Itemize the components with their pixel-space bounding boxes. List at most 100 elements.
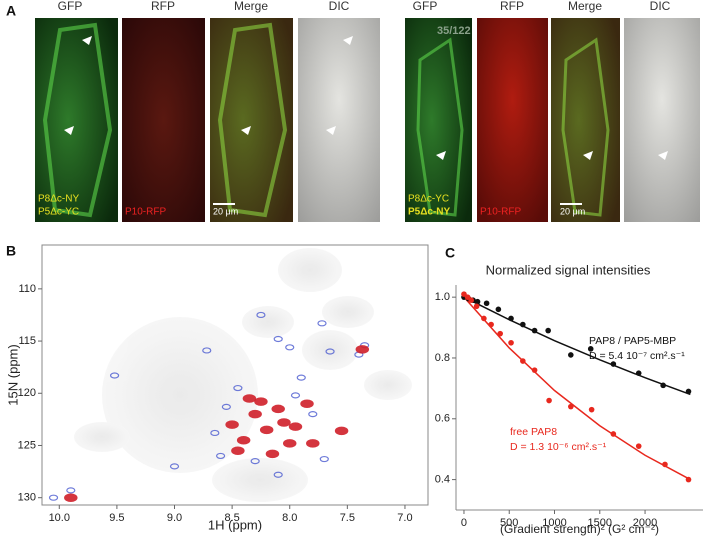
nmr-background <box>74 248 412 502</box>
fit-line <box>463 296 691 481</box>
data-point <box>635 370 642 376</box>
x-axis-label: 1H (ppm) <box>208 517 262 532</box>
peak <box>277 418 291 427</box>
column-header: Merge <box>568 0 602 13</box>
peak <box>325 348 335 355</box>
construct-label: P5Δc-YC <box>38 207 79 218</box>
peak <box>296 374 306 381</box>
y-tick-label: 0.6 <box>435 413 450 425</box>
y-tick-label: 130 <box>18 492 36 504</box>
x-tick-label: 0 <box>461 517 467 529</box>
peak <box>265 449 280 459</box>
cell-outline <box>42 22 113 218</box>
construct-label: P8Δc-NY <box>38 194 79 205</box>
column-header: DIC <box>650 0 671 13</box>
peak <box>355 345 370 354</box>
construct-label: P8Δc-YC <box>408 194 449 205</box>
peak <box>306 439 320 448</box>
peak <box>271 404 285 414</box>
peak <box>285 344 295 351</box>
column-header: Merge <box>234 0 268 13</box>
x-tick-label: 9.0 <box>167 512 182 524</box>
data-point <box>587 346 594 352</box>
count-label: 35/122 <box>437 25 471 37</box>
data-point <box>488 321 494 328</box>
cell-outline <box>217 22 288 218</box>
x-tick-label: 9.5 <box>109 512 124 524</box>
peak <box>236 436 251 445</box>
annotation: free PAP8 <box>510 426 557 438</box>
y-tick-label: 0.8 <box>435 352 450 364</box>
y-tick-label: 115 <box>18 335 36 347</box>
panel-label: B <box>6 243 16 259</box>
peak <box>317 320 327 327</box>
column-header: RFP <box>151 0 175 13</box>
data-point <box>474 298 481 305</box>
cell-outline <box>561 37 610 217</box>
column-header: RFP <box>500 0 524 13</box>
construct-label: P5Δc-NY <box>408 207 451 218</box>
data-point <box>495 306 502 313</box>
annotation: D = 5.4 10⁻⁷ cm².s⁻¹ <box>589 350 685 362</box>
data-point <box>508 315 514 322</box>
plot-frame <box>41 244 429 506</box>
peak <box>231 446 245 455</box>
data-point <box>520 358 526 364</box>
x-tick-label: 7.0 <box>397 512 412 524</box>
gfp-image <box>35 18 118 222</box>
rfp-image <box>122 18 205 222</box>
annotation: D = 1.3 10⁻⁶ cm².s⁻¹ <box>510 441 607 453</box>
peak <box>242 394 257 403</box>
data-point <box>473 303 480 310</box>
peak <box>109 372 120 379</box>
y-tick-label: 0.4 <box>435 474 450 486</box>
data-point <box>610 431 617 437</box>
peak <box>273 471 283 478</box>
panel-label: C <box>445 245 455 261</box>
y-tick-label: 1.0 <box>435 291 450 303</box>
data-point <box>635 443 642 449</box>
rfp-label: P10-RFP <box>480 207 521 218</box>
peak <box>288 422 303 431</box>
merge-image <box>210 18 293 222</box>
data-point <box>685 388 692 395</box>
peak <box>48 494 59 501</box>
peak <box>282 439 297 448</box>
peak <box>202 347 212 354</box>
dic-image <box>624 18 700 222</box>
x-tick-label: 500 <box>500 517 518 529</box>
arrowheads <box>64 36 668 160</box>
data-point <box>531 367 538 373</box>
panel-a: A GFP RFP Merge DIC GFP RFP Merge DIC P8… <box>6 0 700 222</box>
data-point <box>497 330 503 337</box>
peak <box>169 463 180 470</box>
x-axis-label: (Gradient strength)² (G² cm⁻²) <box>500 522 659 536</box>
x-tick-label: 2000 <box>633 517 657 529</box>
data-point <box>468 297 475 304</box>
scale-label: 20 μm <box>213 206 238 216</box>
rfp-image <box>477 18 548 222</box>
x-tick-label: 8.5 <box>224 512 239 524</box>
peak <box>259 425 274 435</box>
column-header: GFP <box>58 0 83 13</box>
peak <box>250 458 260 465</box>
x-tick-label: 8.0 <box>282 512 297 524</box>
column-header: DIC <box>329 0 350 13</box>
peak <box>300 399 314 408</box>
peak <box>64 493 78 502</box>
x-tick-label: 1500 <box>588 517 612 529</box>
peak <box>256 311 266 319</box>
data-point <box>662 461 668 468</box>
data-point <box>546 397 552 404</box>
peak <box>225 420 239 429</box>
plot-frame <box>456 285 703 510</box>
fit-line <box>463 296 691 396</box>
x-tick-label: 1000 <box>542 517 566 529</box>
peak <box>319 455 329 463</box>
peak <box>273 335 283 343</box>
peak <box>233 384 243 392</box>
annotation: PAP8 / PAP5-MBP <box>589 335 676 347</box>
data-point <box>660 382 666 389</box>
peak <box>308 411 318 418</box>
peak <box>66 487 76 494</box>
